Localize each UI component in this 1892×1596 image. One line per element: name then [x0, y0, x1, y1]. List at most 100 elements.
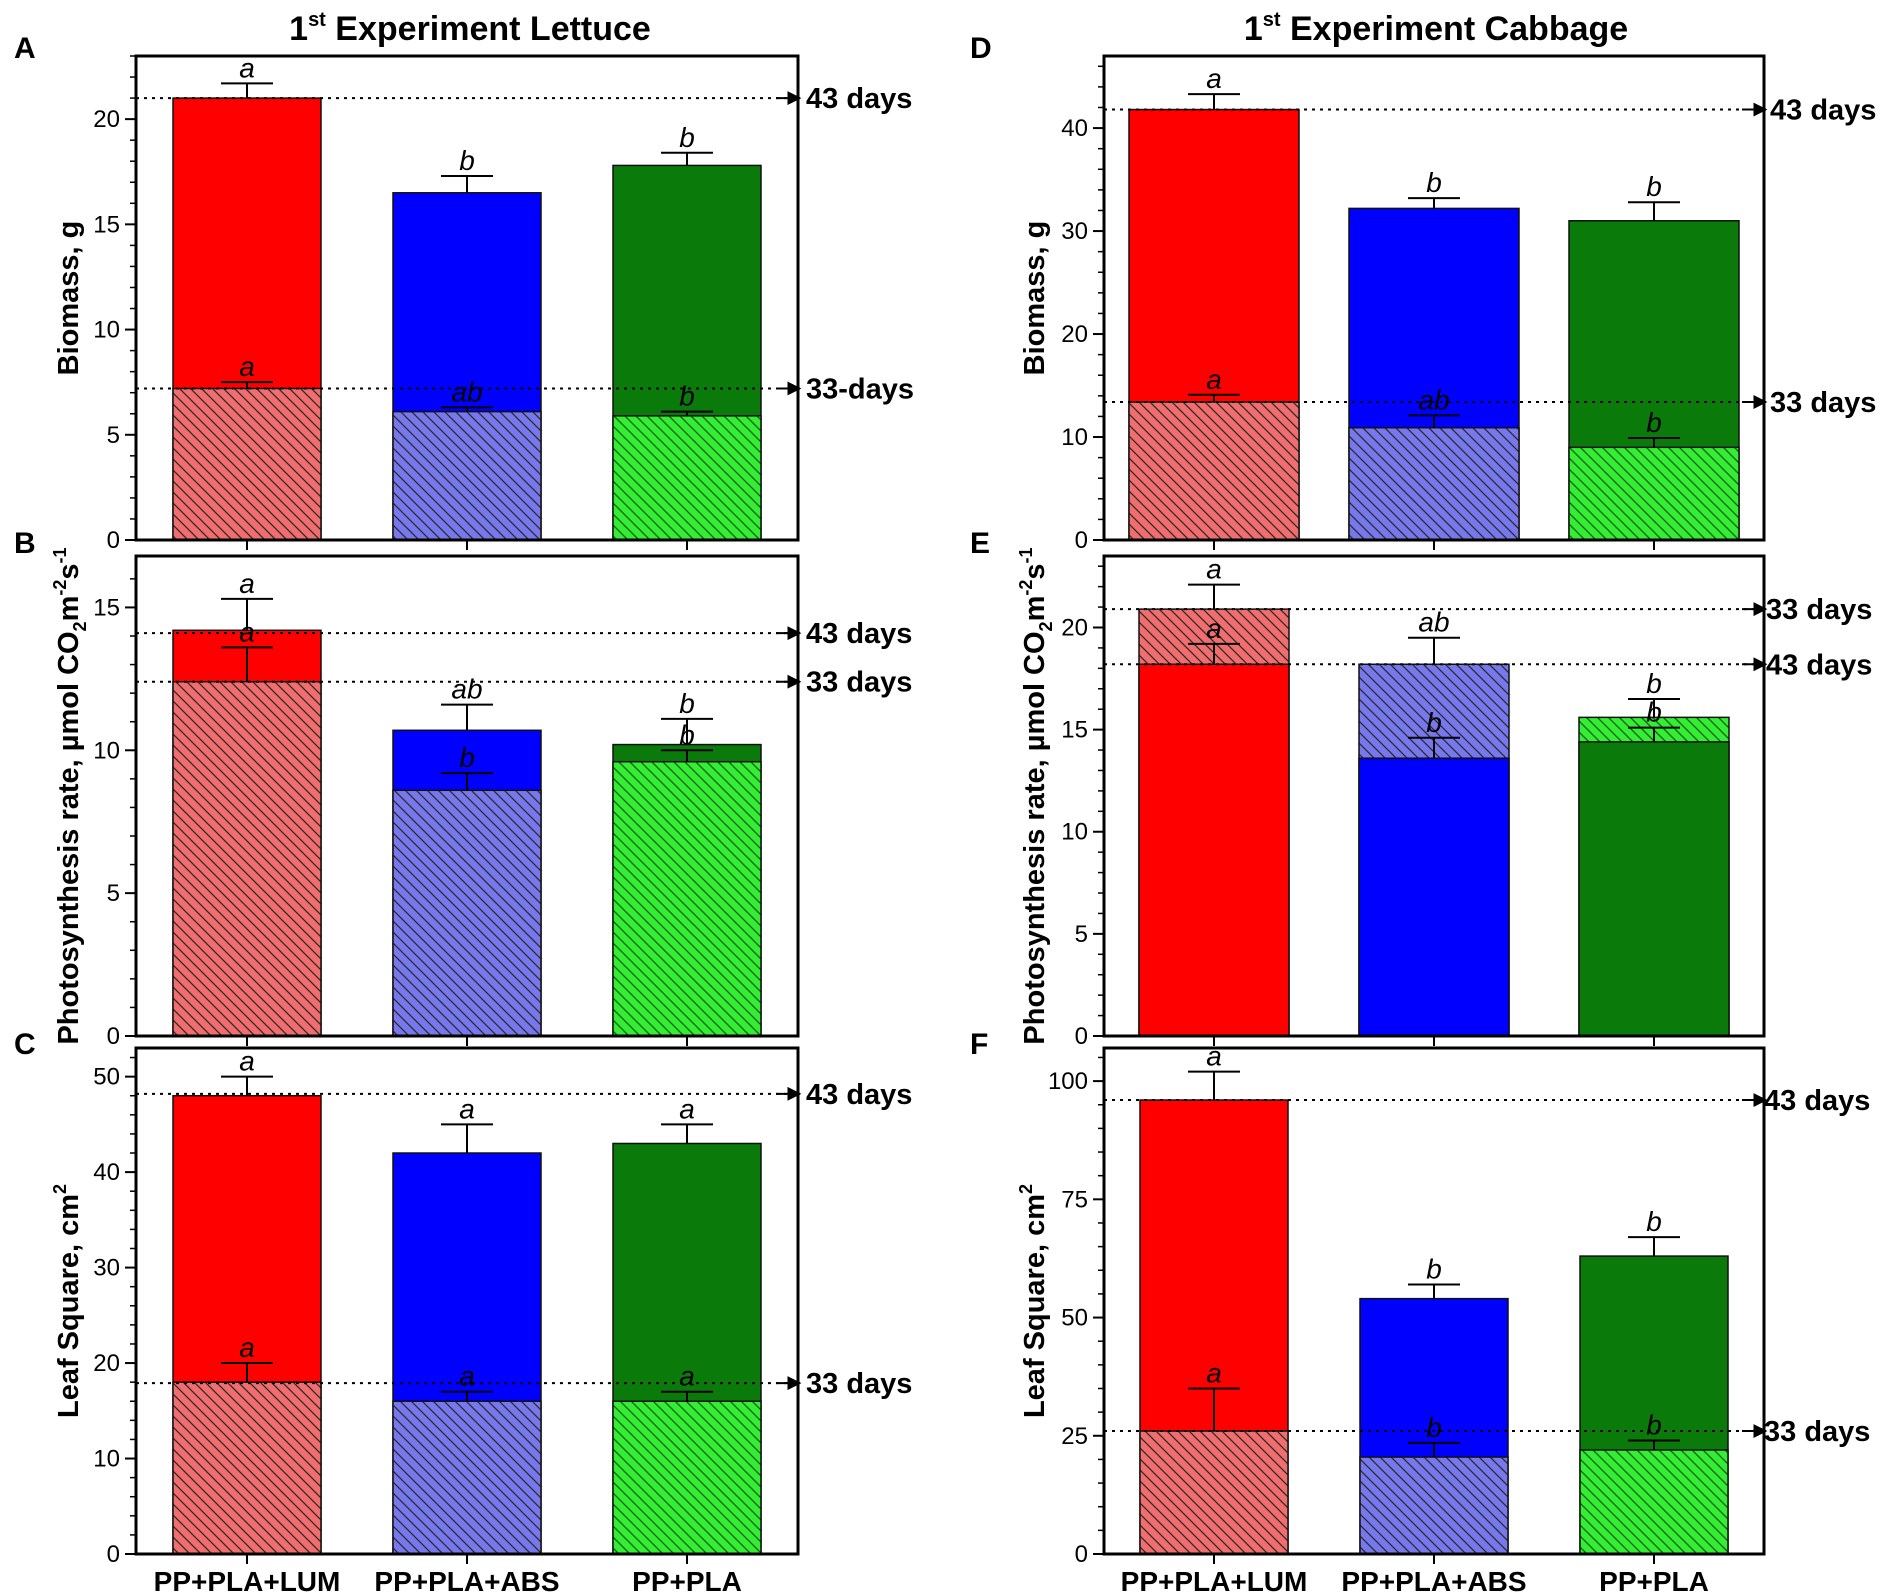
panel-c: Ca a a a a a 43 days 33 days 0 10 20 30 40 50 PP+PLA+L… [14, 1028, 912, 1596]
bar-33-days-abs [392, 410, 542, 541]
column-title: 1st Experiment Cabbage [1244, 9, 1628, 48]
y-axis-label-unit-m: m [1019, 596, 1051, 622]
y-tick-label: 10 [1061, 819, 1088, 846]
y-tick-label: 40 [93, 1159, 120, 1186]
y-axis-label-main: Biomass, g [1019, 221, 1051, 376]
column-title-prefix: 1 [289, 10, 308, 48]
y-tick-label: 10 [93, 1446, 120, 1473]
y-tick-label: 50 [93, 1064, 120, 1091]
significance-letter: a [239, 616, 255, 647]
y-axis-label: Photosynthesis rate, µmol CO2m-2s-1 [1016, 547, 1056, 1044]
significance-letter: b [1426, 707, 1442, 738]
y-axis-label-unit-s: s [1019, 563, 1051, 579]
significance-letter: a [1206, 1357, 1222, 1388]
y-axis-label-sup-1: -1 [1016, 547, 1036, 563]
y-tick-label: 0 [107, 527, 120, 554]
significance-letter: a [1206, 1041, 1222, 1072]
y-tick-label: 30 [1061, 218, 1088, 245]
category-label-pla: PP+PLA [1599, 1566, 1709, 1596]
bar-33-days-pla [612, 1400, 762, 1555]
reference-label: 43 days [806, 1079, 912, 1111]
reference-label: 43 days [1764, 1085, 1870, 1117]
panel-letter: E [970, 527, 990, 560]
significance-letter: a [1206, 554, 1222, 585]
significance-letter: a [1206, 613, 1222, 644]
y-axis-label-sub: 2 [1036, 621, 1056, 631]
reference-label: 33 days [1770, 387, 1876, 419]
y-tick-label: 15 [93, 594, 120, 621]
y-tick-label: 40 [1061, 115, 1088, 142]
y-tick-label: 100 [1048, 1068, 1088, 1095]
bar-33-days-abs [1348, 427, 1520, 541]
y-tick-label: 75 [1061, 1186, 1088, 1213]
significance-letter: b [1646, 171, 1662, 202]
panel-letter: C [14, 1028, 36, 1061]
significance-letter: a [239, 52, 255, 83]
y-axis-label-main: Leaf Square, cm [53, 1194, 85, 1418]
column-title-text: Experiment Lettuce [326, 10, 651, 48]
panel-letter: D [970, 32, 992, 65]
significance-letter: b [679, 381, 695, 412]
column-title-sup: st [1263, 9, 1281, 31]
reference-label: 43 days [806, 618, 912, 650]
y-tick-label: 5 [1075, 921, 1088, 948]
y-axis-label: Biomass, g [1019, 221, 1051, 376]
reference-label: 33 days [1766, 594, 1872, 626]
panel-letter: A [14, 32, 36, 65]
category-label-abs: PP+PLA+ABS [1341, 1566, 1526, 1596]
column-title-prefix: 1 [1244, 10, 1263, 48]
y-tick-label: 0 [107, 1023, 120, 1050]
bar-33-days-lum [1139, 1430, 1289, 1555]
y-tick-label: 20 [1061, 614, 1088, 641]
y-axis-label-unit-s: s [53, 563, 85, 579]
y-tick-label: 10 [93, 737, 120, 764]
panel-letter: B [14, 527, 36, 560]
bar-33-days-abs [392, 1400, 542, 1555]
y-tick-label: 0 [1075, 1541, 1088, 1568]
bar-33-days-pla [612, 760, 762, 1037]
y-axis-label-main: Photosynthesis rate, µmol CO [1019, 631, 1051, 1044]
category-label-abs: PP+PLA+ABS [374, 1566, 559, 1596]
bar-33-days-pla [1568, 446, 1740, 541]
y-axis-label-sup-2: -2 [50, 580, 70, 596]
y-axis-label-main: Leaf Square, cm [1019, 1194, 1051, 1418]
y-tick-label: 20 [93, 106, 120, 133]
y-axis-label-sup: 2 [1016, 1184, 1036, 1194]
column-title-text: Experiment Cabbage [1281, 10, 1629, 48]
y-axis-label: Biomass, g [53, 221, 85, 376]
y-axis-label: Leaf Square, cm2 [1016, 1184, 1051, 1418]
y-tick-label: 5 [107, 880, 120, 907]
category-label-pla: PP+PLA [632, 1566, 742, 1596]
significance-letter: b [1646, 1206, 1662, 1237]
y-axis-label-sup-2: -2 [1016, 580, 1036, 596]
y-axis-label-main: Photosynthesis rate, µmol CO [53, 631, 85, 1044]
reference-label: 33-days [806, 373, 914, 405]
significance-letter: a [459, 1093, 475, 1124]
reference-label: 33 days [1764, 1416, 1870, 1448]
reference-label: 33 days [806, 667, 912, 699]
y-tick-label: 10 [1061, 424, 1088, 451]
significance-letter: b [459, 145, 475, 176]
bar-43-days-abs [1358, 757, 1510, 1037]
y-tick-label: 25 [1061, 1423, 1088, 1450]
significance-letter: a [1206, 63, 1222, 94]
y-tick-label: 20 [93, 1350, 120, 1377]
column-title-sup: st [308, 9, 326, 31]
bar-33-days-lum [172, 387, 322, 541]
significance-letter: b [459, 742, 475, 773]
y-axis-label-sub: 2 [70, 621, 90, 631]
significance-letter: b [679, 688, 695, 719]
significance-letter: b [679, 122, 695, 153]
y-tick-label: 10 [93, 317, 120, 344]
y-tick-label: 0 [1075, 1023, 1088, 1050]
significance-letter: b [1646, 697, 1662, 728]
category-label-lum: PP+PLA+LUM [1121, 1566, 1308, 1596]
category-label-lum: PP+PLA+LUM [154, 1566, 341, 1596]
bar-33-days-abs [392, 789, 542, 1037]
